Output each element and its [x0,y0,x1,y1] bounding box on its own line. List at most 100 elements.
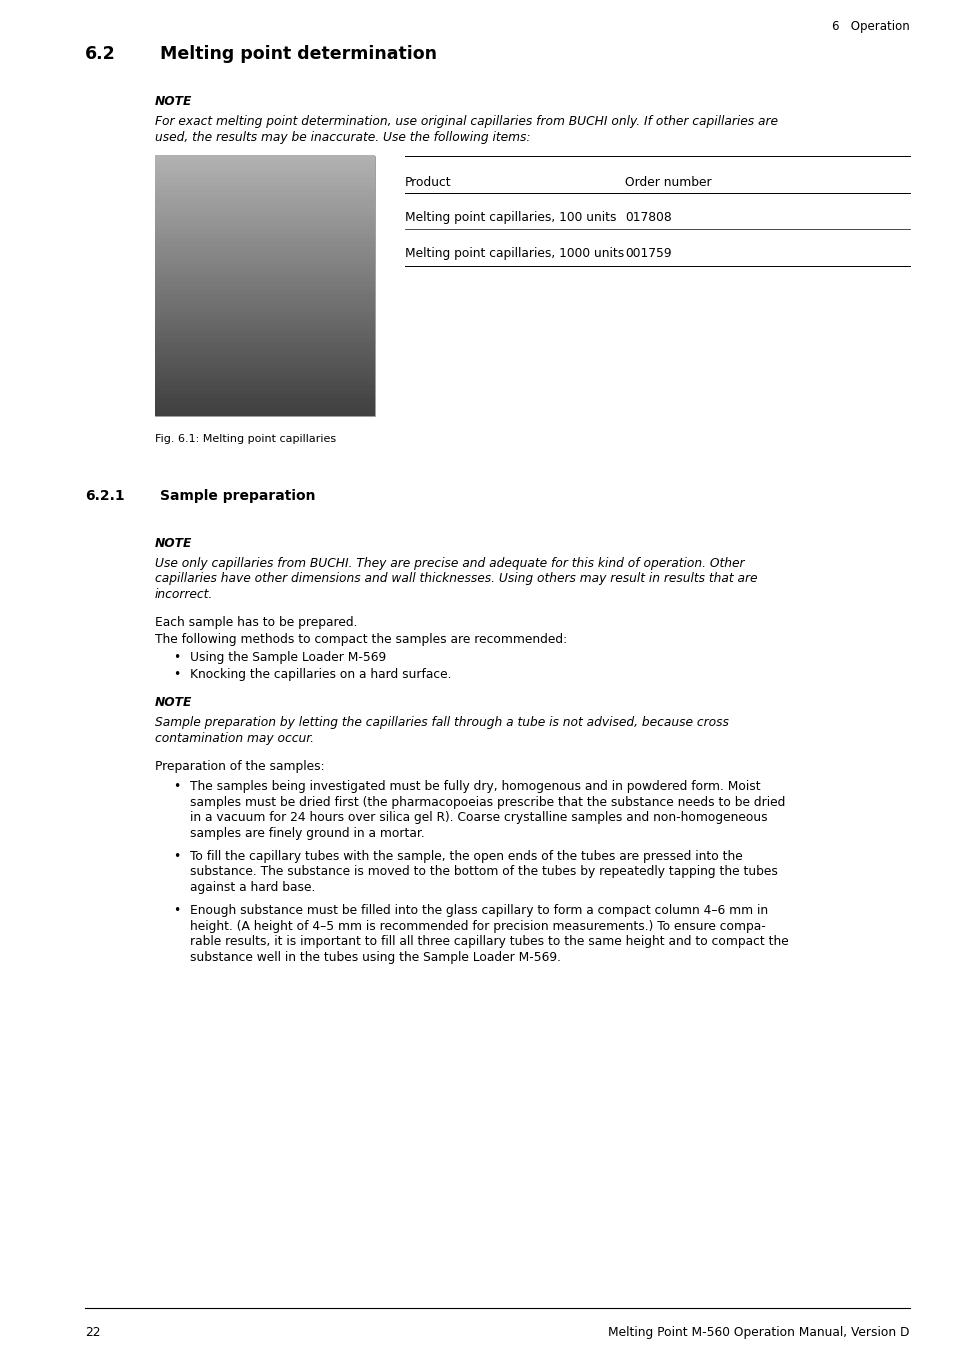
Bar [154,190,375,194]
Bar [154,363,375,369]
Bar [154,346,375,351]
Text: capillaries have other dimensions and wall thicknesses. Using others may result : capillaries have other dimensions and wa… [154,572,757,586]
Text: •: • [172,849,180,863]
Bar [154,333,375,338]
Bar [154,220,375,225]
Bar [154,398,375,402]
Bar [154,350,375,355]
Bar [154,216,375,220]
Text: Use only capillaries from BUCHI. They are precise and adequate for this kind of : Use only capillaries from BUCHI. They ar… [154,556,743,570]
Bar [154,324,375,329]
Bar [154,338,375,342]
Bar [154,389,375,394]
Text: 017808: 017808 [624,211,671,224]
Text: Order number: Order number [624,176,711,189]
Bar [154,371,375,377]
Bar [154,359,375,363]
Bar [154,294,375,298]
Bar [154,207,375,212]
Text: NOTE: NOTE [154,697,193,709]
Bar [154,377,375,381]
Bar [154,238,375,242]
Text: 6.2: 6.2 [85,45,115,63]
Bar [154,251,375,255]
Bar [154,273,375,277]
Text: against a hard base.: against a hard base. [190,880,315,894]
Text: •: • [172,651,180,664]
Text: The samples being investigated must be fully dry, homogenous and in powdered for: The samples being investigated must be f… [190,780,760,792]
Text: Melting point capillaries, 1000 units: Melting point capillaries, 1000 units [405,247,623,261]
Bar [154,185,375,190]
Bar [154,198,375,204]
Bar [154,367,375,373]
Bar [154,246,375,251]
Bar [154,181,375,186]
Bar [154,298,375,302]
Text: 001759: 001759 [624,247,671,261]
Text: Product: Product [405,176,451,189]
Bar [154,155,375,416]
Text: Sample preparation by letting the capillaries fall through a tube is not advised: Sample preparation by letting the capill… [154,717,728,729]
Text: Melting point determination: Melting point determination [160,45,436,63]
Bar [154,342,375,347]
Text: •: • [172,780,180,792]
Bar [154,234,375,238]
Bar [154,281,375,286]
Bar [154,228,375,234]
Text: samples must be dried first (the pharmacopoeias prescribe that the substance nee: samples must be dried first (the pharmac… [190,795,784,809]
Text: contamination may occur.: contamination may occur. [154,732,314,745]
Bar [154,410,375,416]
Bar [154,328,375,333]
Text: Melting point capillaries, 100 units: Melting point capillaries, 100 units [405,211,616,224]
Bar [154,302,375,308]
Text: rable results, it is important to fill all three capillary tubes to the same hei: rable results, it is important to fill a… [190,936,788,948]
Text: To fill the capillary tubes with the sample, the open ends of the tubes are pres: To fill the capillary tubes with the sam… [190,849,742,863]
Text: NOTE: NOTE [154,95,193,108]
Bar [154,310,375,316]
Text: substance well in the tubes using the Sample Loader M-569.: substance well in the tubes using the Sa… [190,950,560,964]
Bar [154,277,375,281]
Text: 6   Operation: 6 Operation [831,20,909,32]
Text: Using the Sample Loader M-569: Using the Sample Loader M-569 [190,651,386,664]
Bar [154,267,375,273]
Bar [154,255,375,259]
Bar [154,285,375,290]
Text: Fig. 6.1: Melting point capillaries: Fig. 6.1: Melting point capillaries [154,433,335,444]
Bar [154,385,375,390]
Bar [154,242,375,247]
Bar [154,402,375,406]
Bar [154,263,375,269]
Bar [154,316,375,320]
Text: NOTE: NOTE [154,537,193,549]
Bar [154,355,375,359]
Text: substance. The substance is moved to the bottom of the tubes by repeatedly tappi: substance. The substance is moved to the… [190,865,777,879]
Bar [154,155,375,161]
Text: samples are finely ground in a mortar.: samples are finely ground in a mortar. [190,826,424,840]
Text: height. (A height of 4–5 mm is recommended for precision measurements.) To ensur: height. (A height of 4–5 mm is recommend… [190,919,765,933]
Bar [154,169,375,173]
Text: Melting Point M-560 Operation Manual, Version D: Melting Point M-560 Operation Manual, Ve… [608,1326,909,1339]
Text: For exact melting point determination, use original capillaries from BUCHI only.: For exact melting point determination, u… [154,115,778,128]
Bar [154,202,375,208]
Bar [154,381,375,385]
Text: Knocking the capillaries on a hard surface.: Knocking the capillaries on a hard surfa… [190,668,451,682]
Text: 22: 22 [85,1326,100,1339]
Text: used, the results may be inaccurate. Use the following items:: used, the results may be inaccurate. Use… [154,131,530,143]
Text: Each sample has to be prepared.: Each sample has to be prepared. [154,616,357,629]
Bar [154,306,375,312]
Bar [154,224,375,230]
Bar [154,194,375,198]
Bar [154,320,375,324]
Text: •: • [172,904,180,917]
Text: Sample preparation: Sample preparation [160,489,315,502]
Bar [154,259,375,265]
Text: Preparation of the samples:: Preparation of the samples: [154,760,324,772]
Text: incorrect.: incorrect. [154,587,213,601]
Bar [154,406,375,412]
Bar [154,289,375,294]
Bar [154,393,375,398]
Bar [154,173,375,177]
Text: in a vacuum for 24 hours over silica gel R). Coarse crystalline samples and non-: in a vacuum for 24 hours over silica gel… [190,811,767,824]
Bar [154,177,375,182]
Text: •: • [172,668,180,682]
